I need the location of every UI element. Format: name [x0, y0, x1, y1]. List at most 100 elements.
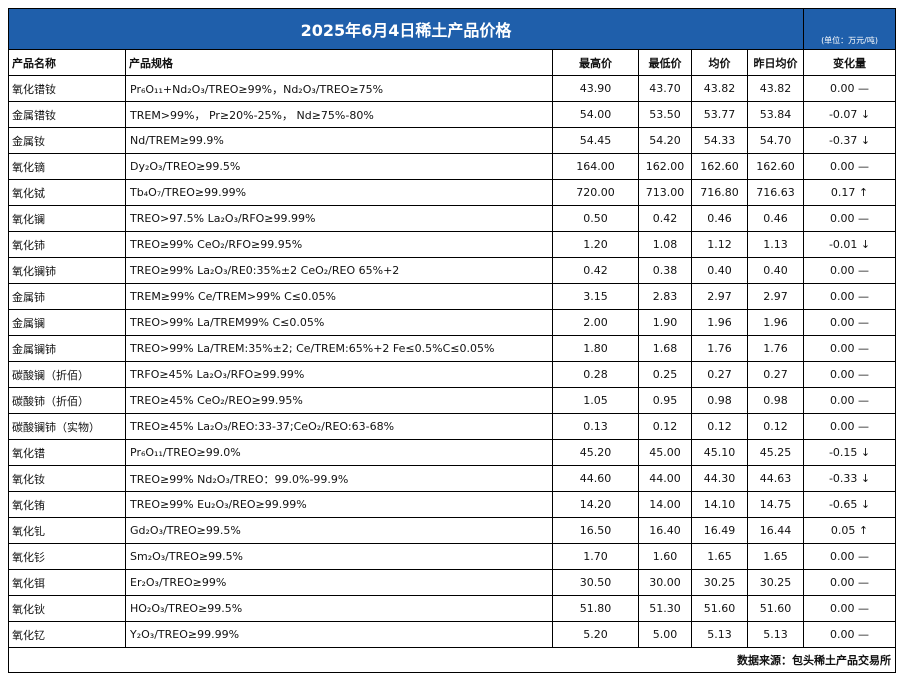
low-price: 1.90 [638, 309, 692, 336]
table-row: 氧化镨钕 Pr₆O₁₁+Nd₂O₃/TREO≥99%，Nd₂O₃/TREO≥75%… [8, 75, 897, 102]
prev-avg-price: 1.13 [746, 231, 805, 258]
avg-price: 0.12 [691, 413, 748, 440]
prev-avg-price: 53.84 [746, 101, 805, 128]
avg-price: 45.10 [691, 439, 748, 466]
price-change: 0.00 — [803, 543, 897, 570]
table-row: 氧化钆 Gd₂O₃/TREO≥99.5% 16.50 16.40 16.49 16.44 0… [8, 517, 897, 544]
product-name: 金属镧 [8, 309, 126, 336]
product-spec: HO₂O₃/TREO≥99.5% [125, 595, 553, 622]
product-name: 氧化钕 [8, 465, 126, 492]
prev-avg-price: 0.98 [746, 387, 805, 414]
low-price: 0.42 [638, 205, 692, 232]
price-change: 0.00 — [803, 283, 897, 310]
low-price: 51.30 [638, 595, 692, 622]
prev-avg-price: 44.63 [746, 465, 805, 492]
high-price: 45.20 [552, 439, 639, 466]
product-name: 氧化钆 [8, 517, 126, 544]
product-name: 金属镨钕 [8, 101, 126, 128]
high-price: 0.50 [552, 205, 639, 232]
avg-price: 0.46 [691, 205, 748, 232]
table-row: 氧化镧铈 TREO≥99% La₂O₃/RE0:35%±2 CeO₂/REO 65… [8, 257, 897, 284]
avg-price: 0.40 [691, 257, 748, 284]
table-row: 氧化镝 Dy₂O₃/TREO≥99.5% 164.00 162.00 162.60 162… [8, 153, 897, 180]
avg-price: 53.77 [691, 101, 748, 128]
price-change: -0.65 ↓ [803, 491, 897, 518]
high-price: 1.80 [552, 335, 639, 362]
header-low: 最低价 [638, 49, 692, 76]
price-change: 0.17 ↑ [803, 179, 897, 206]
low-price: 5.00 [638, 621, 692, 648]
product-spec: Sm₂O₃/TREO≥99.5% [125, 543, 553, 570]
low-price: 0.38 [638, 257, 692, 284]
low-price: 0.12 [638, 413, 692, 440]
product-spec: TREO≥99% Nd₂O₃/TREO：99.0%-99.9% [125, 465, 553, 492]
avg-price: 5.13 [691, 621, 748, 648]
high-price: 1.70 [552, 543, 639, 570]
product-spec: TREO>97.5% La₂O₃/RFO≥99.99% [125, 205, 553, 232]
avg-price: 1.96 [691, 309, 748, 336]
low-price: 2.83 [638, 283, 692, 310]
data-source: 数据来源：包头稀土产品交易所 [7, 647, 897, 673]
low-price: 713.00 [638, 179, 692, 206]
product-name: 金属铈 [8, 283, 126, 310]
high-price: 30.50 [552, 569, 639, 596]
product-name: 氧化铒 [8, 569, 126, 596]
high-price: 0.13 [552, 413, 639, 440]
header-high: 最高价 [552, 49, 639, 76]
product-spec: TREO>99% La/TREM:35%±2; Ce/TREM:65%+2 Fe… [125, 335, 553, 362]
header-change: 变化量 [803, 49, 897, 76]
high-price: 51.80 [552, 595, 639, 622]
price-change: 0.00 — [803, 257, 897, 284]
prev-avg-price: 51.60 [746, 595, 805, 622]
product-spec: Y₂O₃/TREO≥99.99% [125, 621, 553, 648]
prev-avg-price: 0.46 [746, 205, 805, 232]
product-name: 氧化镝 [8, 153, 126, 180]
header-name: 产品名称 [8, 49, 126, 76]
prev-avg-price: 43.82 [746, 75, 805, 102]
avg-price: 43.82 [691, 75, 748, 102]
low-price: 0.25 [638, 361, 692, 388]
header-prev-avg: 昨日均价 [746, 49, 805, 76]
product-spec: TREO≥45% La₂O₃/REO:33-37;CeO₂/REO:63-68% [125, 413, 553, 440]
prev-avg-price: 16.44 [746, 517, 805, 544]
product-name: 氧化镨钕 [8, 75, 126, 102]
prev-avg-price: 1.96 [746, 309, 805, 336]
table-row: 金属铈 TREM≥99% Ce/TREM>99% C≤0.05% 3.15 2.83 2… [8, 283, 897, 310]
price-change: -0.15 ↓ [803, 439, 897, 466]
high-price: 5.20 [552, 621, 639, 648]
price-change: 0.00 — [803, 621, 897, 648]
avg-price: 44.30 [691, 465, 748, 492]
prev-avg-price: 0.12 [746, 413, 805, 440]
product-spec: TREO≥99% La₂O₃/RE0:35%±2 CeO₂/REO 65%+2 [125, 257, 553, 284]
price-change: 0.00 — [803, 595, 897, 622]
product-spec: TREO≥99% CeO₂/RFO≥99.95% [125, 231, 553, 258]
avg-price: 0.27 [691, 361, 748, 388]
prev-avg-price: 716.63 [746, 179, 805, 206]
price-change: 0.00 — [803, 153, 897, 180]
avg-price: 30.25 [691, 569, 748, 596]
product-spec: Pr₆O₁₁+Nd₂O₃/TREO≥99%，Nd₂O₃/TREO≥75% [125, 75, 553, 102]
table-row: 氧化铕 TREO≥99% Eu₂O₃/REO≥99.99% 14.20 14.00 14… [8, 491, 897, 518]
high-price: 54.45 [552, 127, 639, 154]
product-name: 氧化镧铈 [8, 257, 126, 284]
product-spec: TRFO≥45% La₂O₃/RFO≥99.99% [125, 361, 553, 388]
avg-price: 716.80 [691, 179, 748, 206]
table-row: 氧化铈 TREO≥99% CeO₂/RFO≥99.95% 1.20 1.08 1.12 1… [8, 231, 897, 258]
avg-price: 1.76 [691, 335, 748, 362]
prev-avg-price: 30.25 [746, 569, 805, 596]
price-change: 0.00 — [803, 309, 897, 336]
price-change: -0.07 ↓ [803, 101, 897, 128]
footer-row: 数据来源：包头稀土产品交易所 [7, 647, 897, 673]
prev-avg-price: 162.60 [746, 153, 805, 180]
unit-note: (单位：万元/吨) [803, 8, 897, 50]
high-price: 1.05 [552, 387, 639, 414]
high-price: 16.50 [552, 517, 639, 544]
avg-price: 16.49 [691, 517, 748, 544]
table-row: 氧化铽 Tb₄O₇/TREO≥99.99% 720.00 713.00 716.80 71… [8, 179, 897, 206]
table-row: 氧化钐 Sm₂O₃/TREO≥99.5% 1.70 1.60 1.65 1.65 0.00 … [8, 543, 897, 570]
header-avg: 均价 [691, 49, 748, 76]
low-price: 16.40 [638, 517, 692, 544]
price-change: 0.00 — [803, 335, 897, 362]
price-change: 0.00 — [803, 387, 897, 414]
product-name: 氧化铕 [8, 491, 126, 518]
